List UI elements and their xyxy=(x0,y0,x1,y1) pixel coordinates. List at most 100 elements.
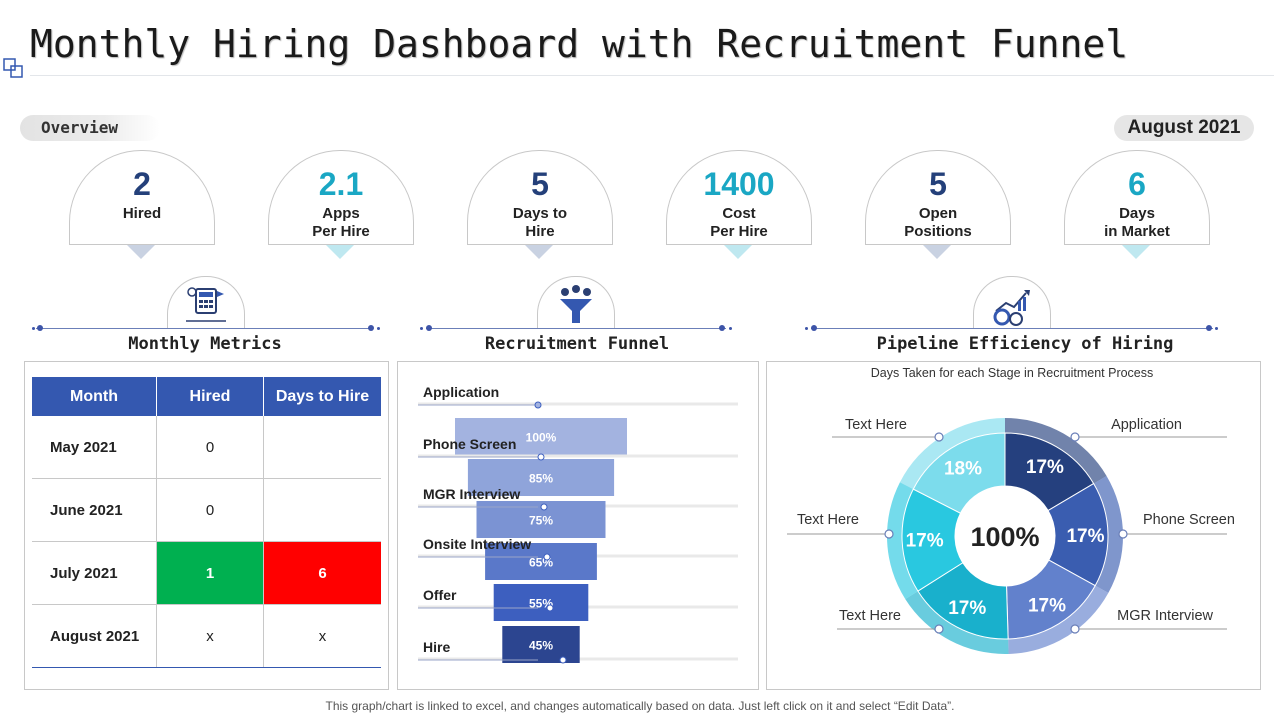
donut-callout-dot xyxy=(1118,529,1128,539)
kpi-value: 2.1 xyxy=(318,166,364,202)
funnel-category-label: Offer xyxy=(423,587,457,603)
cell-days-to-hire xyxy=(263,416,381,479)
funnel-value-label: 45% xyxy=(529,639,553,653)
donut-category-label: Text Here xyxy=(845,417,907,433)
donut-category-label: Text Here xyxy=(797,512,859,528)
divider-dot xyxy=(426,325,432,331)
column-header-month: Month xyxy=(32,377,157,416)
donut-outer-ring-segment xyxy=(887,482,918,600)
funnel-value-label: 100% xyxy=(526,431,557,445)
funnel-bar xyxy=(493,584,589,621)
funnel-category-label: Onsite Interview xyxy=(423,536,531,552)
cell-month: June 2021 xyxy=(32,478,157,542)
kpi-label-line2: Per Hire xyxy=(710,223,768,240)
funnel-bar xyxy=(455,418,627,455)
kpi-base xyxy=(1064,244,1210,245)
cell-month: July 2021 xyxy=(32,541,157,605)
donut-callout-dot xyxy=(934,624,944,634)
funnel-people-icon xyxy=(537,276,615,329)
divider-dot xyxy=(1215,327,1218,330)
kpi-value: 2 xyxy=(133,166,151,202)
kpi-base xyxy=(467,244,613,245)
kpi-card: 2 Hired xyxy=(69,150,215,262)
kpi-label: Cost Per Hire xyxy=(666,205,812,241)
footer-note: This graph/chart is linked to excel, and… xyxy=(325,699,955,713)
kpi-pointer xyxy=(525,245,553,259)
kpi-base xyxy=(69,244,215,245)
kpi-label-line1: Open xyxy=(918,205,958,222)
funnel-value-label: 85% xyxy=(529,472,553,486)
donut-outer-ring-segment xyxy=(905,591,1009,654)
divider-dot xyxy=(32,327,35,330)
funnel-section-title: Recruitment Funnel xyxy=(484,334,670,354)
analytics-gear-icon xyxy=(973,276,1051,329)
kpi-label: Days to Hire xyxy=(467,205,613,241)
funnel-leader-dot xyxy=(546,604,554,612)
donut-outer-ring-segment xyxy=(1005,418,1107,484)
kpi-card: 2.1 Apps Per Hire xyxy=(268,150,414,262)
kpi-base xyxy=(268,244,414,245)
funnel-leader-dot xyxy=(543,553,551,561)
donut-hole xyxy=(955,486,1055,586)
donut-outer-ring-segment xyxy=(1008,585,1109,654)
divider-dot xyxy=(811,325,817,331)
table-row: July 2021 1 6 xyxy=(32,541,381,605)
cell-hired: 0 xyxy=(156,478,264,542)
title-divider xyxy=(30,75,1274,76)
divider-dot xyxy=(805,327,808,330)
cell-month: August 2021 xyxy=(32,604,157,668)
overview-label: Overview xyxy=(20,115,160,141)
kpi-value: 5 xyxy=(531,166,549,202)
kpi-label-line1: Hired xyxy=(122,205,162,222)
donut-callout-dot xyxy=(1070,624,1080,634)
donut-category-label: Application xyxy=(1111,417,1182,433)
pipeline-donut-chart: Days Taken for each Stage in Recruitment… xyxy=(787,366,1235,654)
kpi-label-line1: Apps xyxy=(322,205,360,222)
cell-days-to-hire xyxy=(263,478,381,542)
kpi-card: 5 Open Positions xyxy=(865,150,1011,262)
table-row: June 2021 0 xyxy=(32,478,381,542)
funnel-category-label: Hire xyxy=(423,639,450,655)
kpi-label: Hired xyxy=(69,205,215,223)
divider-dot xyxy=(729,327,732,330)
funnel-category-label: Application xyxy=(423,384,499,400)
donut-slice xyxy=(912,432,1006,514)
kpi-card: 5 Days to Hire xyxy=(467,150,613,262)
recruitment-funnel-chart: 100% Application 85% Phone Screen 75% MGR Int… xyxy=(418,384,738,664)
kpi-label-line2: in Market xyxy=(1104,223,1170,240)
kpi-label-line2: Hire xyxy=(525,223,555,240)
kpi-pointer xyxy=(326,245,354,259)
funnel-leader-dot xyxy=(534,401,542,409)
divider-dot xyxy=(368,325,374,331)
cell-days-to-hire: 6 xyxy=(263,541,381,605)
cell-hired: x xyxy=(156,604,264,668)
funnel-bar xyxy=(467,459,615,496)
pipeline-section-title: Pipeline Efficiency of Hiring xyxy=(876,334,1174,354)
kpi-value: 6 xyxy=(1128,166,1146,202)
donut-callout-dot xyxy=(934,432,944,442)
kpi-label-line1: Days to xyxy=(512,205,568,222)
kpi-label: Apps Per Hire xyxy=(268,205,414,241)
kpi-pointer xyxy=(1122,245,1150,259)
divider-dot xyxy=(1206,325,1212,331)
donut-callout-dot xyxy=(1070,432,1080,442)
column-header-hired: Hired xyxy=(156,377,264,416)
donut-subtitle: Days Taken for each Stage in Recruitment… xyxy=(871,366,1154,380)
funnel-value-label: 75% xyxy=(529,514,553,528)
donut-slice-label: 17% xyxy=(906,531,944,552)
funnel-category-label: MGR Interview xyxy=(423,486,520,502)
donut-slice-label: 17% xyxy=(948,598,986,619)
donut-category-label: Text Here xyxy=(839,608,901,624)
funnel-divider xyxy=(426,328,726,329)
kpi-label-line2: Per Hire xyxy=(312,223,370,240)
donut-category-label: MGR Interview xyxy=(1117,608,1213,624)
donut-category-label: Phone Screen xyxy=(1143,512,1235,528)
metrics-section-title: Monthly Metrics xyxy=(128,334,282,354)
donut-callout-dot xyxy=(884,529,894,539)
donut-slice-label: 18% xyxy=(944,458,982,479)
pipeline-divider xyxy=(811,328,1213,329)
funnel-bar xyxy=(502,626,580,663)
copy-icon xyxy=(3,58,23,78)
kpi-label: Days in Market xyxy=(1064,205,1210,241)
calculator-icon xyxy=(167,276,245,329)
